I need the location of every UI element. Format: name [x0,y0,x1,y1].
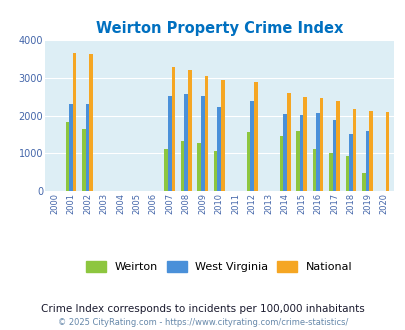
Bar [315,113,319,191]
Bar [335,101,339,191]
Legend: Weirton, West Virginia, National: Weirton, West Virginia, National [81,257,356,277]
Bar [328,153,332,191]
Bar [220,80,224,191]
Bar [217,107,220,191]
Bar [352,110,356,191]
Bar [348,135,352,191]
Bar [279,136,283,191]
Bar [180,141,184,191]
Title: Weirton Property Crime Index: Weirton Property Crime Index [95,21,342,36]
Bar [204,76,208,191]
Bar [82,129,85,191]
Bar [299,115,303,191]
Bar [200,96,204,191]
Bar [89,54,93,191]
Bar [85,105,89,191]
Bar [171,67,175,191]
Text: Crime Index corresponds to incidents per 100,000 inhabitants: Crime Index corresponds to incidents per… [41,304,364,314]
Bar [246,132,250,191]
Bar [188,70,191,191]
Bar [303,97,306,191]
Bar [369,111,372,191]
Bar [312,149,315,191]
Bar [197,143,200,191]
Bar [361,173,365,191]
Text: © 2025 CityRating.com - https://www.cityrating.com/crime-statistics/: © 2025 CityRating.com - https://www.city… [58,318,347,327]
Bar [365,131,369,191]
Bar [72,52,76,191]
Bar [295,131,299,191]
Bar [69,104,72,191]
Bar [250,101,254,191]
Bar [345,156,348,191]
Bar [184,94,188,191]
Bar [286,93,290,191]
Bar [168,96,171,191]
Bar [319,98,323,191]
Bar [213,151,217,191]
Bar [385,112,388,191]
Bar [332,120,335,191]
Bar [283,115,286,191]
Bar [66,122,69,191]
Bar [164,148,168,191]
Bar [254,82,257,191]
